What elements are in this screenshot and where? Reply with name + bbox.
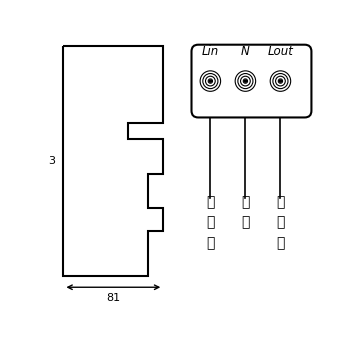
Text: N: N xyxy=(241,45,250,58)
FancyBboxPatch shape xyxy=(191,45,312,118)
Text: 3: 3 xyxy=(49,156,56,166)
Text: 81: 81 xyxy=(106,293,120,303)
Text: Lin: Lin xyxy=(202,45,219,58)
Circle shape xyxy=(244,80,246,82)
Text: Lout: Lout xyxy=(267,45,293,58)
Text: 火: 火 xyxy=(206,195,215,209)
Text: 进: 进 xyxy=(206,236,215,250)
Text: 线: 线 xyxy=(241,216,250,230)
Text: 火: 火 xyxy=(276,195,285,209)
Circle shape xyxy=(279,80,281,82)
Circle shape xyxy=(209,80,211,82)
Text: 零: 零 xyxy=(241,195,250,209)
Text: 线: 线 xyxy=(276,216,285,230)
Text: 线: 线 xyxy=(206,216,215,230)
Text: 出: 出 xyxy=(276,236,285,250)
